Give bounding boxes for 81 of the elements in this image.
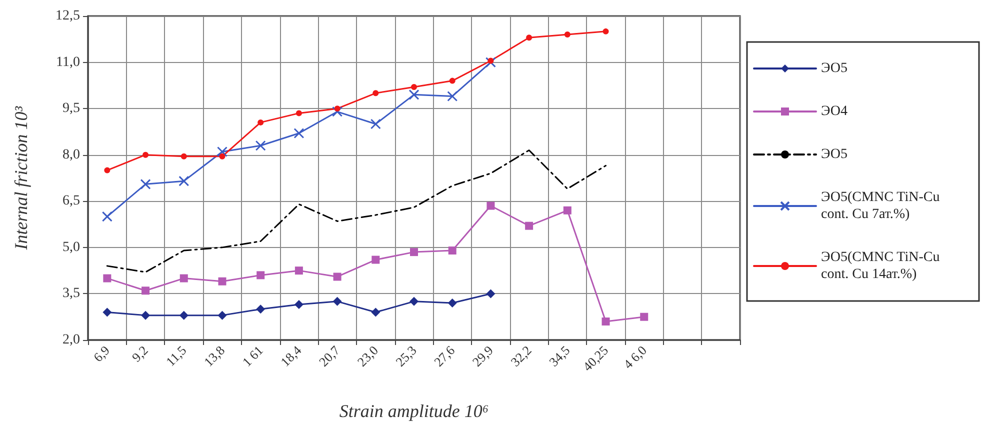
point (103, 274, 112, 282)
point (332, 296, 342, 306)
point (602, 28, 609, 34)
point (294, 128, 304, 139)
point (102, 308, 112, 317)
point (372, 256, 380, 264)
line-series (106, 149, 607, 273)
legend-label: ЭО5(CMNC TiN-Cu cont. Cu 7ат.%) (821, 190, 944, 222)
point (449, 78, 456, 84)
point (178, 176, 190, 186)
point (563, 206, 572, 214)
point (141, 310, 150, 320)
x-tick-label: 27,6 (430, 342, 458, 370)
point (411, 84, 417, 90)
point (410, 248, 418, 256)
point (258, 119, 264, 126)
point (640, 312, 648, 321)
x-tick-label: 34,5 (546, 342, 573, 370)
point (216, 146, 228, 158)
point (218, 277, 226, 286)
y-tick-label: 3,5 (62, 286, 80, 302)
x-axis-title: Strain amplitude 10⁶ (339, 401, 489, 421)
point (602, 317, 610, 326)
point (447, 90, 458, 102)
y-axis-title: Internal friction 10³ (11, 106, 31, 251)
point (219, 153, 226, 160)
x-tick-label: 11,5 (162, 342, 190, 370)
x-tick-label: 13,8 (200, 342, 228, 370)
point (296, 110, 302, 116)
legend-label: ЭО4 (821, 104, 848, 119)
x-tick-label: 20,7 (316, 342, 343, 370)
point (104, 167, 110, 174)
x-tick-label: 9,2 (128, 342, 151, 365)
point (372, 90, 379, 96)
x-tick-label: 1 61 (239, 342, 266, 370)
point (294, 266, 303, 275)
point (333, 272, 342, 281)
point (218, 310, 227, 320)
y-tick-label: 5,0 (62, 240, 80, 255)
y-tick-label: 8,0 (62, 147, 80, 162)
point (488, 58, 494, 64)
point (408, 89, 420, 100)
point (180, 153, 187, 160)
point (334, 106, 340, 112)
y-tick-label: 9,5 (62, 101, 80, 116)
point (179, 310, 188, 320)
point (448, 298, 457, 308)
x-tick-label: 29,9 (469, 342, 496, 370)
point (410, 296, 418, 306)
point (180, 274, 188, 282)
x-tick-label: 18,4 (278, 342, 305, 370)
x-tick-label: 32,2 (508, 342, 534, 370)
x-tick-label: 6,9 (90, 342, 112, 365)
point (564, 32, 570, 38)
point (142, 152, 149, 158)
point (485, 57, 496, 68)
point (256, 271, 265, 280)
y-tick-label: 12,5 (56, 8, 80, 24)
y-tick-label: 6,5 (62, 194, 80, 209)
point (370, 118, 381, 130)
point (255, 140, 266, 151)
point (140, 178, 151, 190)
point (486, 202, 495, 210)
x-tick-label: 25,3 (392, 342, 420, 370)
point (142, 286, 150, 295)
point (294, 300, 304, 310)
point (486, 289, 496, 298)
point (371, 308, 380, 317)
legend-label: ЭО5(CMNC TiN-Cu cont. Cu 14ат.%) (821, 250, 944, 282)
point (332, 106, 343, 117)
point (526, 34, 532, 41)
legend-label: ЭО5 (821, 147, 848, 162)
y-tick-label: 2,0 (62, 332, 80, 348)
y-tick-label: 11,0 (56, 54, 80, 70)
point (448, 246, 456, 255)
x-tick-label: 4 6,0 (620, 342, 650, 372)
point (256, 304, 266, 314)
point (102, 211, 112, 222)
x-tick-label: 23,0 (354, 342, 381, 370)
legend-label: ЭО5 (821, 61, 848, 76)
point (525, 222, 534, 230)
